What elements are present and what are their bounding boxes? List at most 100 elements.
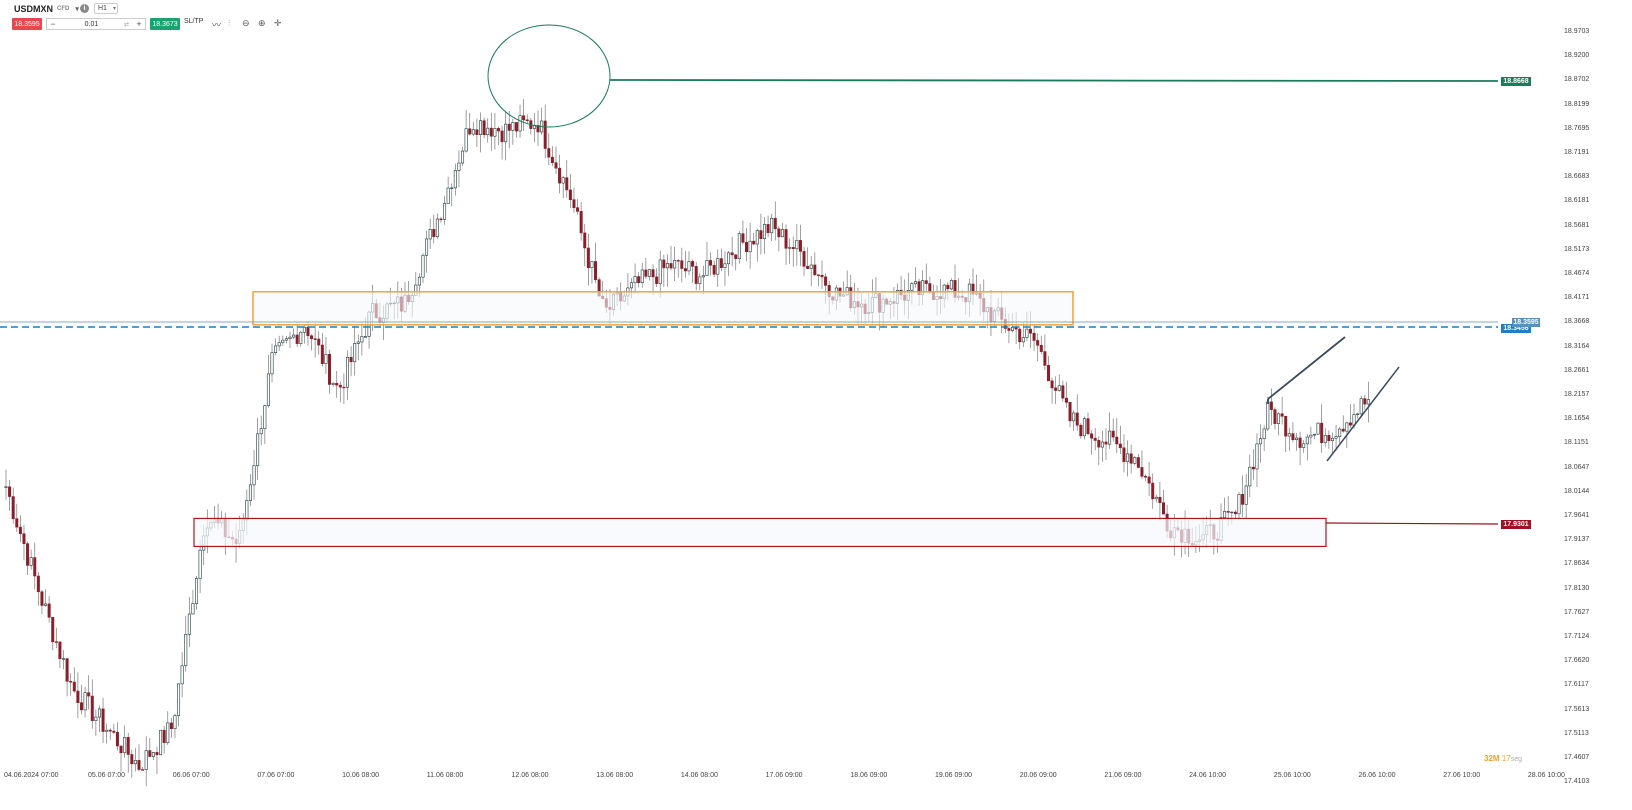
candle-body — [1345, 422, 1349, 432]
candle-body — [299, 331, 303, 344]
candle-body — [1043, 351, 1047, 366]
candle-body — [345, 356, 349, 388]
sl-tp-button[interactable]: SL/TP — [184, 18, 203, 25]
price-axis-label: 18.4171 — [1564, 294, 1590, 302]
candle-body — [1104, 441, 1108, 445]
buy-price: 18.3673 — [152, 20, 178, 28]
candle-body — [1108, 430, 1112, 445]
candle-body — [101, 708, 105, 732]
candle-body — [40, 591, 44, 606]
price-axis-label: 18.3164 — [1564, 342, 1590, 350]
time-axis-label: 17.06 09:00 — [765, 772, 803, 779]
price-axis-label: 18.2661 — [1564, 366, 1590, 374]
candle-body — [180, 665, 184, 685]
time-axis-label: 20.06 09:00 — [1019, 772, 1057, 779]
timer-seconds-unit: seg — [1510, 756, 1523, 763]
candle-body — [791, 247, 795, 250]
sell-button[interactable]: 18.3595 — [12, 18, 42, 30]
candle-body — [637, 276, 641, 284]
time-axis-label: 07.06 07:00 — [257, 772, 295, 779]
candle-body — [806, 265, 810, 269]
candle-body — [1284, 415, 1288, 437]
candle-body — [1050, 380, 1054, 389]
candle-body — [177, 683, 181, 716]
candle-body — [302, 326, 306, 333]
candle-body — [137, 760, 141, 770]
candle-body — [809, 264, 813, 269]
candle-body — [1086, 418, 1090, 435]
candle-body — [493, 128, 497, 137]
candle-body — [83, 692, 87, 711]
candle-body — [144, 750, 148, 770]
chart-type-icon[interactable]: ⫶ — [228, 18, 231, 28]
chevron-down-icon[interactable]: ▾ — [75, 6, 79, 13]
candle-body — [263, 405, 267, 430]
candle-body — [766, 224, 770, 234]
plus-icon[interactable]: + — [136, 19, 142, 29]
price-axis-label: 17.5113 — [1564, 729, 1589, 737]
candle-body — [266, 373, 270, 406]
candle-body — [1122, 447, 1126, 462]
candle-body — [119, 745, 123, 754]
price-axis-label: 17.5613 — [1564, 705, 1590, 713]
candle-body — [651, 269, 655, 278]
candle-body — [133, 760, 137, 765]
zoom-out-icon[interactable]: ⊖ — [242, 18, 250, 28]
quantity-input[interactable]: 0.01 — [84, 20, 99, 28]
price-axis-label: 18.5173 — [1564, 245, 1590, 253]
candle-body — [680, 260, 684, 269]
candle-body — [1025, 328, 1029, 338]
candle-body — [446, 187, 450, 204]
chevron-down-icon: ▾ — [112, 6, 116, 12]
candle-body — [363, 336, 367, 338]
candle-body — [1147, 476, 1151, 484]
price-axis-label: 18.9703 — [1564, 28, 1590, 35]
candle-body — [277, 342, 281, 347]
candle-body — [1266, 401, 1270, 430]
candle-body — [482, 120, 486, 135]
highlight-ellipse — [487, 24, 611, 128]
candle-body — [1029, 328, 1033, 334]
price-axis-label: 18.3668 — [1564, 318, 1590, 326]
candle-body — [195, 578, 199, 604]
candle-body — [432, 228, 436, 238]
timeframe-select[interactable]: H1 ▾ — [94, 3, 118, 14]
candle-body — [1018, 328, 1022, 343]
price-axis-label: 18.7695 — [1564, 124, 1590, 132]
candle-body — [500, 130, 504, 143]
buy-button[interactable]: 18.3673 — [150, 18, 180, 30]
price-axis-label: 18.2157 — [1564, 391, 1590, 398]
candle-body — [22, 533, 26, 544]
swap-icon: ⇄ — [123, 21, 129, 28]
candle-body — [550, 156, 554, 163]
candle-body — [1079, 424, 1083, 437]
symbol-label: USDMXN — [14, 4, 54, 14]
candle-body — [705, 260, 709, 276]
candle-body — [1241, 494, 1245, 505]
candle-body — [248, 484, 252, 501]
time-axis-label: 11.06 08:00 — [426, 772, 464, 779]
candle-body — [159, 729, 163, 756]
zoom-in-icon[interactable]: ⊕ — [258, 18, 266, 28]
trading-toolbar: USDMXN CFD ▾ i H1 ▾ 18.3595 − 0.01 ⇄ + 1… — [0, 0, 320, 40]
candle-body — [1223, 511, 1227, 518]
candle-body — [1068, 402, 1072, 422]
time-axis-label: 18.06 09:00 — [850, 772, 888, 779]
info-icon[interactable]: i — [80, 4, 89, 13]
symbol-name[interactable]: USDMXN CFD ▾ — [14, 4, 79, 14]
time-axis-label: 26.06 10:00 — [1358, 772, 1396, 779]
candle-body — [284, 338, 288, 341]
candle-body — [356, 341, 360, 344]
candle-body — [148, 750, 152, 757]
candle-body — [676, 260, 680, 262]
candle-body — [576, 207, 580, 212]
indicator-icon[interactable]: 〰 — [212, 20, 222, 30]
candle-body — [1316, 422, 1320, 435]
candle-body — [1230, 511, 1234, 514]
candle-body — [292, 334, 296, 338]
minus-icon[interactable]: − — [50, 19, 56, 29]
crosshair-icon[interactable]: ✛ — [274, 18, 282, 28]
quantity-stepper[interactable]: − 0.01 ⇄ + — [46, 18, 146, 30]
candle-body — [1100, 441, 1104, 448]
